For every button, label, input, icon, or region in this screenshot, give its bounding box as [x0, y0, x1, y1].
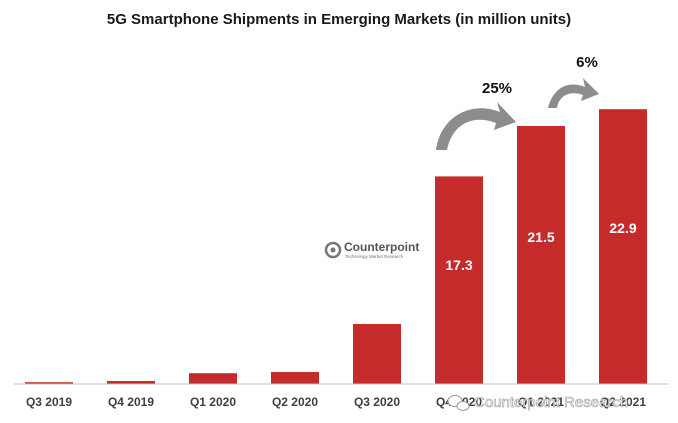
bar-q3-2020 — [353, 324, 401, 384]
watermark-text: Counterpoint Research — [474, 394, 628, 411]
bar-value-label: 22.9 — [609, 220, 636, 236]
bars — [25, 109, 647, 384]
data-labels: 17.3 21.5 22.9 — [445, 220, 636, 273]
x-tick-label: Q1 2021 — [518, 395, 564, 409]
bar-value-label: 17.3 — [445, 257, 472, 273]
bar-q4-2019 — [107, 381, 155, 384]
counterpoint-logo: Counterpoint Technology Market Research — [324, 240, 419, 259]
growth-arrow-1: 25% — [436, 80, 516, 150]
x-tick-label: Q4 2019 — [108, 395, 154, 409]
counterpoint-logo-icon — [324, 241, 342, 259]
bar-q4-2020 — [435, 176, 483, 384]
bar-q2-2020 — [271, 372, 319, 384]
x-tick-label: Q2 2020 — [272, 395, 318, 409]
watermark: Counterpoint Research — [447, 394, 629, 411]
x-tick-label: Q3 2020 — [354, 395, 400, 409]
x-tick-label: Q2 2021 — [600, 395, 646, 409]
chart-title: 5G Smartphone Shipments in Emerging Mark… — [107, 11, 571, 28]
growth-arrow-1-icon — [436, 102, 516, 150]
bar-value-label: 21.5 — [527, 229, 554, 245]
bar-q1-2020 — [189, 373, 237, 384]
growth-label-1: 25% — [482, 80, 512, 97]
bar-q2-2021 — [599, 109, 647, 384]
bar-q3-2019 — [25, 382, 73, 384]
growth-label-2: 6% — [576, 54, 598, 71]
growth-arrow-2: 6% — [548, 54, 599, 108]
x-tick-label: Q1 2020 — [190, 395, 236, 409]
logo-tagline: Technology Market Research — [345, 254, 404, 259]
growth-arrow-2-icon — [548, 78, 599, 108]
bar-q1-2021 — [517, 126, 565, 384]
x-tick-label: Q3 2019 — [26, 395, 72, 409]
logo-name: Counterpoint — [344, 240, 419, 254]
wechat-icon — [447, 395, 470, 411]
